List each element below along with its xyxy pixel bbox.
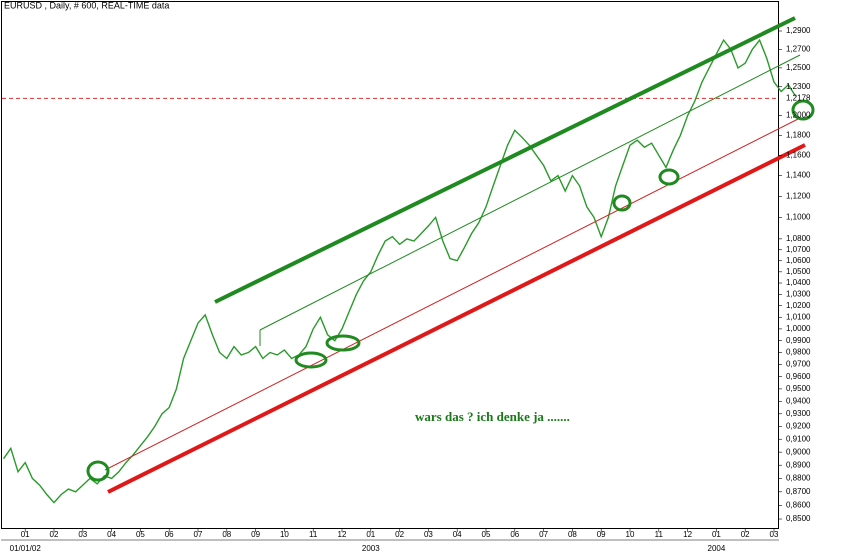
trend-lines <box>86 16 815 494</box>
price-label: 1,2178 <box>786 93 811 102</box>
x-tick-label: 04 <box>453 530 462 539</box>
y-tick-label: 0,9100 <box>786 434 811 443</box>
y-tick-label: 1,0200 <box>786 301 811 310</box>
y-tick-label: 1,0700 <box>786 245 811 254</box>
y-tick-label: 1,1400 <box>786 171 811 180</box>
x-tick-label: 09 <box>251 530 260 539</box>
lower-channel <box>107 143 806 494</box>
period-label: 2004 <box>708 544 726 553</box>
y-tick-label: 0,9300 <box>786 409 811 418</box>
touch-circle <box>791 99 815 121</box>
x-tick-label: 01 <box>21 530 30 539</box>
touch-circle <box>658 168 680 186</box>
x-tick-label: 06 <box>510 530 519 539</box>
y-tick-label: 1,1800 <box>786 130 811 139</box>
period-label: 01/01/02 <box>10 544 42 553</box>
annotation: wars das ? ich denke ja ....... <box>415 409 570 424</box>
chart-title: EURUSD , Daily, # 600, REAL-TIME data <box>4 0 169 10</box>
x-tick-label: 03 <box>78 530 87 539</box>
price-series <box>3 38 797 504</box>
x-tick-label: 05 <box>482 530 491 539</box>
y-tick-label: 0,9500 <box>786 384 811 393</box>
touch-circle <box>86 460 110 482</box>
x-tick-label: 07 <box>194 530 203 539</box>
y-tick-label: 1,1000 <box>786 213 811 222</box>
y-tick-label: 0,8700 <box>786 487 811 496</box>
touch-circle <box>612 194 632 212</box>
x-tick-label: 04 <box>107 530 116 539</box>
y-tick-label: 0,9700 <box>786 360 811 369</box>
touch-circle <box>325 334 361 352</box>
touch-circle <box>294 351 328 369</box>
y-tick-label: 1,2300 <box>786 82 811 91</box>
y-tick-label: 0,8900 <box>786 460 811 469</box>
y-tick-label: 0,9200 <box>786 422 811 431</box>
y-tick-label: 0,9800 <box>786 348 811 357</box>
y-tick-label: 0,8500 <box>786 514 811 523</box>
middle-trend <box>259 54 801 331</box>
y-tick-label: 1,2900 <box>786 26 811 35</box>
y-tick-label: 0,8600 <box>786 500 811 509</box>
y-tick-label: 0,9900 <box>786 336 811 345</box>
y-tick-label: 0,8800 <box>786 474 811 483</box>
x-tick-label: 12 <box>683 530 692 539</box>
x-tick-label: 03 <box>424 530 433 539</box>
y-tick-label: 1,0000 <box>786 324 811 333</box>
x-tick-label: 07 <box>539 530 548 539</box>
y-tick-label: 1,0500 <box>786 267 811 276</box>
x-tick-label: 10 <box>280 530 289 539</box>
x-tick-label: 11 <box>309 530 318 539</box>
y-tick-label: 0,9600 <box>786 372 811 381</box>
x-tick-label: 02 <box>50 530 59 539</box>
y-tick-label: 0,9000 <box>786 447 811 456</box>
y-tick-label: 1,0800 <box>786 234 811 243</box>
y-tick-label: 1,2500 <box>786 63 811 72</box>
y-tick-label: 1,1200 <box>786 191 811 200</box>
x-tick-label: 09 <box>597 530 606 539</box>
x-tick-label: 03 <box>770 530 779 539</box>
x-tick-label: 02 <box>395 530 404 539</box>
x-tick-label: 10 <box>626 530 635 539</box>
y-tick-label: 1,0400 <box>786 278 811 287</box>
x-tick-label: 08 <box>568 530 577 539</box>
x-tick-label: 01 <box>712 530 721 539</box>
y-tick-label: 1,2700 <box>786 44 811 53</box>
upper-channel <box>214 16 796 304</box>
period-label: 2003 <box>362 544 380 553</box>
x-tick-label: 01 <box>366 530 375 539</box>
plot-frame <box>1 1 779 529</box>
x-tick-label: 06 <box>165 530 174 539</box>
y-tick-label: 0,9400 <box>786 396 811 405</box>
x-tick-label: 05 <box>136 530 145 539</box>
y-tick-label: 1,0100 <box>786 312 811 321</box>
x-tick-label: 02 <box>741 530 750 539</box>
y-tick-label: 1,0600 <box>786 256 811 265</box>
inner-support <box>104 117 801 471</box>
y-tick-label: 1,0300 <box>786 289 811 298</box>
x-tick-label: 08 <box>222 530 231 539</box>
x-tick-label: 11 <box>655 530 664 539</box>
y-tick-label: 1,1600 <box>786 150 811 159</box>
y-tick-label: 1,2000 <box>786 111 811 120</box>
x-tick-label: 12 <box>338 530 347 539</box>
